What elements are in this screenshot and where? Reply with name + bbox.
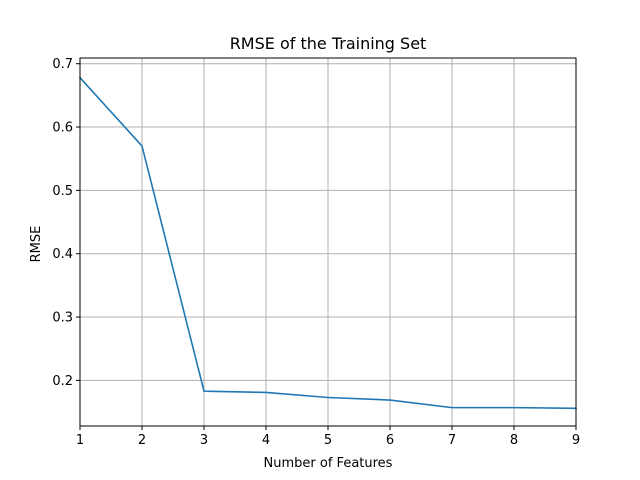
x-tick-label: 7 <box>448 433 456 448</box>
x-tick-label: 8 <box>510 433 518 448</box>
x-tick-label: 4 <box>262 433 270 448</box>
x-tick-label: 2 <box>138 433 146 448</box>
x-axis-label: Number of Features <box>264 456 393 471</box>
series-layer <box>78 76 577 410</box>
x-tick-label: 3 <box>200 433 208 448</box>
series-line <box>78 76 577 410</box>
y-tick-label: 0.4 <box>52 247 73 262</box>
y-tick-label: 0.3 <box>52 311 73 326</box>
x-tick-label: 9 <box>572 433 580 448</box>
y-tick-label: 0.7 <box>52 57 73 72</box>
y-axis: 0.2 0.3 0.4 0.5 0.6 0.7 <box>52 57 80 389</box>
chart-title: RMSE of the Training Set <box>230 34 427 53</box>
y-tick-label: 0.6 <box>52 121 73 136</box>
y-axis-label: RMSE <box>29 226 44 263</box>
x-tick-label: 1 <box>76 433 84 448</box>
x-axis: 1 2 3 4 5 6 7 8 9 <box>76 426 580 448</box>
y-tick-label: 0.2 <box>52 374 73 389</box>
grid <box>79 58 577 426</box>
x-tick-label: 6 <box>386 433 394 448</box>
x-tick-label: 5 <box>324 433 332 448</box>
y-tick-label: 0.5 <box>52 184 73 199</box>
